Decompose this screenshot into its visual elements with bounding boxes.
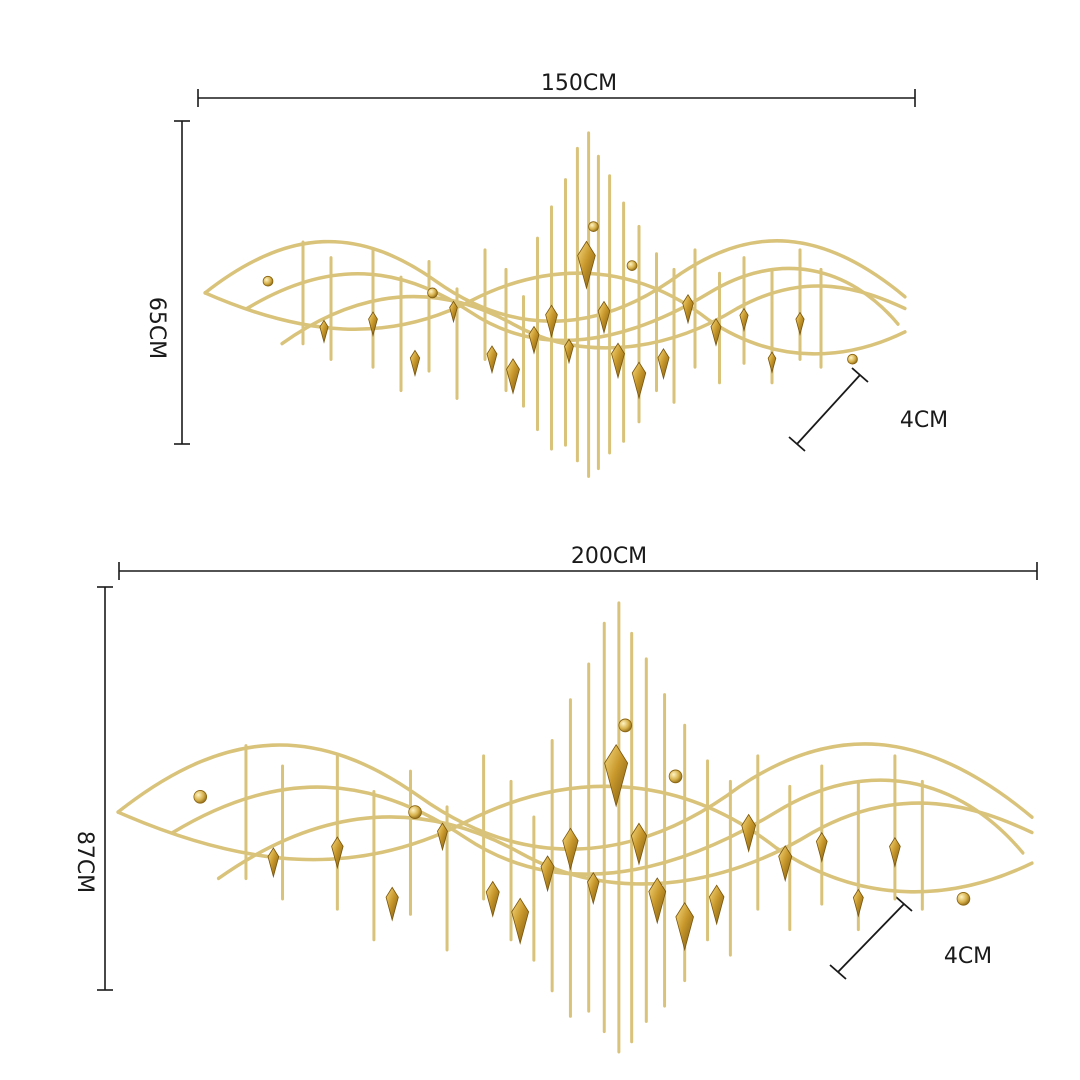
gold-ball-4 bbox=[668, 769, 683, 784]
crystal-drop-3 bbox=[385, 886, 399, 922]
crystal-drop-8 bbox=[545, 304, 558, 339]
crystal-drop-13 bbox=[631, 361, 647, 400]
gold-ball-3 bbox=[618, 718, 633, 733]
crystal-drop-10 bbox=[604, 744, 629, 808]
crystal-drop-2 bbox=[331, 836, 344, 870]
top-width-dimension bbox=[197, 89, 916, 107]
gold-ball-5 bbox=[956, 891, 971, 906]
gold-ball-2 bbox=[427, 287, 438, 299]
bottom-height-label: 87CM bbox=[72, 831, 97, 893]
crystal-drop-19 bbox=[852, 888, 864, 918]
crystal-drop-11 bbox=[630, 822, 648, 866]
crystal-drop-5 bbox=[486, 345, 498, 375]
bottom-depth-dimension bbox=[829, 896, 913, 980]
crystal-drop-15 bbox=[741, 813, 757, 853]
crystal-drop-4 bbox=[449, 300, 458, 324]
top-height-dimension bbox=[174, 120, 190, 445]
crystal-drop-1 bbox=[267, 847, 280, 879]
wave-rod-3 bbox=[280, 284, 907, 350]
crystal-drop-7 bbox=[540, 855, 555, 893]
crystal-drop-19 bbox=[767, 351, 777, 374]
crystal-drop-8 bbox=[562, 827, 579, 871]
crystal-drop-10 bbox=[577, 240, 596, 290]
gold-ball-1 bbox=[262, 275, 274, 287]
bottom-depth-label: 4CM bbox=[944, 944, 992, 969]
crystal-drop-13 bbox=[675, 901, 694, 952]
crystal-drop-14 bbox=[657, 348, 670, 381]
top-height-label: 65CM bbox=[144, 297, 169, 359]
crystal-drop-15 bbox=[682, 293, 694, 325]
bottom-height-dimension bbox=[97, 586, 113, 991]
bottom-width-label: 200CM bbox=[571, 544, 647, 569]
gold-ball-1 bbox=[193, 789, 208, 804]
gold-ball-5 bbox=[847, 353, 858, 365]
gold-ball-3 bbox=[588, 221, 599, 232]
crystal-drop-16 bbox=[710, 317, 722, 347]
bottom-width-dimension bbox=[118, 562, 1038, 580]
top-depth-dimension bbox=[788, 367, 869, 452]
crystal-drop-12 bbox=[611, 342, 625, 380]
crystal-drop-4 bbox=[437, 822, 448, 852]
crystal-drop-5 bbox=[485, 880, 500, 918]
crystal-drop-14 bbox=[708, 884, 725, 926]
crystal-drop-7 bbox=[528, 325, 540, 355]
crystal-drop-17 bbox=[815, 831, 828, 863]
crystal-drop-1 bbox=[319, 319, 329, 344]
crystal-drop-18 bbox=[889, 837, 901, 868]
top-wall-sculpture bbox=[203, 131, 907, 478]
wave-rod-2 bbox=[171, 778, 1025, 876]
sculpture-geometry bbox=[203, 131, 907, 478]
crystal-drop-9 bbox=[564, 338, 574, 365]
crystal-drop-17 bbox=[739, 307, 749, 333]
crystal-drop-9 bbox=[587, 872, 600, 905]
crystal-drop-6 bbox=[511, 897, 530, 945]
sculpture-geometry bbox=[116, 601, 1034, 1054]
crystal-drop-11 bbox=[597, 300, 611, 335]
crystal-drop-2 bbox=[368, 311, 378, 337]
gold-ball-4 bbox=[626, 260, 638, 271]
crystal-drop-16 bbox=[778, 845, 793, 883]
gold-ball-2 bbox=[408, 805, 422, 819]
bottom-wall-sculpture bbox=[116, 601, 1034, 1054]
top-width-label: 150CM bbox=[541, 71, 617, 96]
top-depth-label: 4CM bbox=[900, 408, 948, 433]
bottom-item: 200CM 87CM 4CM bbox=[72, 544, 1038, 1054]
top-item: 150CM 65CM 4CM bbox=[144, 71, 948, 478]
crystal-drop-3 bbox=[409, 349, 421, 377]
crystal-drop-18 bbox=[795, 311, 805, 336]
crystal-drop-12 bbox=[648, 877, 667, 925]
crystal-drop-6 bbox=[506, 358, 520, 395]
